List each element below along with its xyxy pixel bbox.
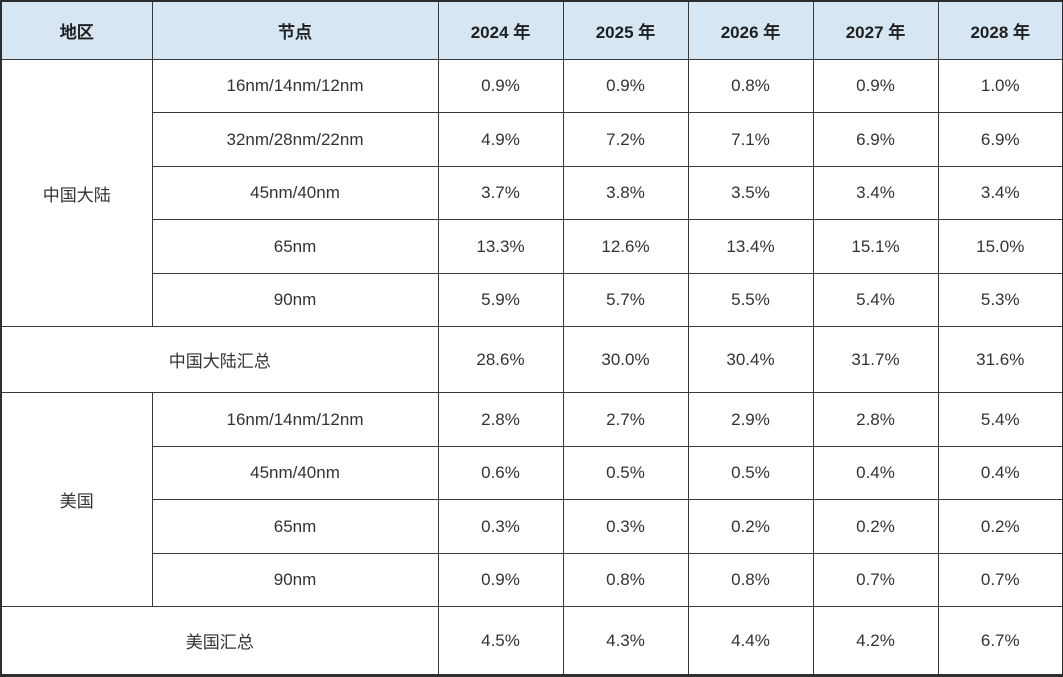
value-cell: 0.2% <box>937 499 1063 554</box>
node-cell: 32nm/28nm/22nm <box>151 112 439 167</box>
node-cell: 16nm/14nm/12nm <box>151 58 439 114</box>
value-cell: 0.5% <box>562 445 689 501</box>
node-cell: 45nm/40nm <box>151 445 439 501</box>
value-cell: 4.4% <box>687 606 814 676</box>
value-cell: 3.8% <box>562 165 689 221</box>
table-row: 90nm 0.9% 0.8% 0.8% 0.7% 0.7% <box>1 552 1063 608</box>
value-cell: 5.4% <box>812 272 939 328</box>
value-cell: 0.8% <box>687 552 814 608</box>
value-cell: 3.5% <box>687 165 814 221</box>
header-year-2025: 2025 年 <box>562 0 689 60</box>
value-cell: 0.2% <box>687 499 814 554</box>
value-cell: 0.9% <box>437 552 564 608</box>
value-cell: 6.9% <box>937 112 1063 167</box>
value-cell: 7.2% <box>562 112 689 167</box>
node-cell: 45nm/40nm <box>151 165 439 221</box>
value-cell: 0.2% <box>812 499 939 554</box>
value-cell: 4.3% <box>562 606 689 676</box>
value-cell: 30.0% <box>562 326 689 394</box>
node-cell: 65nm <box>151 219 439 274</box>
value-cell: 0.8% <box>562 552 689 608</box>
table-row: 中国大陆 16nm/14nm/12nm 0.9% 0.9% 0.8% 0.9% … <box>0 58 1063 328</box>
header-node: 节点 <box>151 0 439 60</box>
value-cell: 3.4% <box>812 165 939 221</box>
value-cell: 0.8% <box>687 58 814 114</box>
subtotal-label-usa: 美国汇总 <box>0 606 439 676</box>
value-cell: 0.9% <box>437 58 564 114</box>
value-cell: 7.1% <box>687 112 814 167</box>
header-year-2024: 2024 年 <box>437 0 564 60</box>
value-cell: 2.8% <box>437 392 564 447</box>
value-cell: 0.3% <box>437 499 564 554</box>
value-cell: 5.7% <box>562 272 689 328</box>
header-year-2028: 2028 年 <box>937 0 1063 60</box>
region-cell-china: 中国大陆 <box>0 58 153 328</box>
value-cell: 2.8% <box>812 392 939 447</box>
value-cell: 15.1% <box>812 219 939 274</box>
value-cell: 31.7% <box>812 326 939 394</box>
node-cell: 90nm <box>151 272 439 328</box>
header-region: 地区 <box>0 0 153 60</box>
value-cell: 0.5% <box>687 445 814 501</box>
subtotal-row-china: 中国大陆汇总 28.6% 30.0% 30.4% 31.7% 31.6% <box>0 326 1063 394</box>
value-cell: 12.6% <box>562 219 689 274</box>
value-cell: 13.4% <box>687 219 814 274</box>
value-cell: 30.4% <box>687 326 814 394</box>
value-cell: 0.4% <box>937 445 1063 501</box>
value-cell: 0.6% <box>437 445 564 501</box>
value-cell: 31.6% <box>937 326 1063 394</box>
table-header-row: 地区 节点 2024 年 2025 年 2026 年 2027 年 2028 年 <box>0 0 1063 60</box>
value-cell: 2.7% <box>562 392 689 447</box>
value-cell: 0.7% <box>812 552 939 608</box>
subtotal-label-china: 中国大陆汇总 <box>0 326 439 394</box>
value-cell: 5.5% <box>687 272 814 328</box>
table-row: 45nm/40nm 3.7% 3.8% 3.5% 3.4% 3.4% <box>1 165 1063 221</box>
value-cell: 3.4% <box>937 165 1063 221</box>
value-cell: 0.9% <box>812 58 939 114</box>
table-row: 65nm 0.3% 0.3% 0.2% 0.2% 0.2% <box>1 499 1063 554</box>
value-cell: 4.5% <box>437 606 564 676</box>
value-cell: 1.0% <box>937 58 1063 114</box>
value-cell: 5.3% <box>937 272 1063 328</box>
table-row: 32nm/28nm/22nm 4.9% 7.2% 7.1% 6.9% 6.9% <box>1 112 1063 167</box>
node-cell: 90nm <box>151 552 439 608</box>
node-cell: 16nm/14nm/12nm <box>151 392 439 447</box>
node-cell: 65nm <box>151 499 439 554</box>
header-year-2026: 2026 年 <box>687 0 814 60</box>
value-cell: 4.9% <box>437 112 564 167</box>
value-cell: 0.7% <box>937 552 1063 608</box>
table-row: 90nm 5.9% 5.7% 5.5% 5.4% 5.3% <box>1 272 1063 328</box>
value-cell: 2.9% <box>687 392 814 447</box>
value-cell: 0.4% <box>812 445 939 501</box>
value-cell: 6.7% <box>937 606 1063 676</box>
value-cell: 15.0% <box>937 219 1063 274</box>
value-cell: 13.3% <box>437 219 564 274</box>
value-cell: 0.3% <box>562 499 689 554</box>
value-cell: 5.4% <box>937 392 1063 447</box>
subtotal-row-usa: 美国汇总 4.5% 4.3% 4.4% 4.2% 6.7% <box>0 606 1063 676</box>
table-row: 美国 16nm/14nm/12nm 2.8% 2.7% 2.9% 2.8% 5.… <box>0 392 1063 608</box>
value-cell: 4.2% <box>812 606 939 676</box>
value-cell: 3.7% <box>437 165 564 221</box>
value-cell: 6.9% <box>812 112 939 167</box>
table-row: 65nm 13.3% 12.6% 13.4% 15.1% 15.0% <box>1 219 1063 274</box>
value-cell: 0.9% <box>562 58 689 114</box>
region-cell-usa: 美国 <box>0 392 153 608</box>
table-row: 45nm/40nm 0.6% 0.5% 0.5% 0.4% 0.4% <box>1 445 1063 501</box>
header-year-2027: 2027 年 <box>812 0 939 60</box>
value-cell: 5.9% <box>437 272 564 328</box>
value-cell: 28.6% <box>437 326 564 394</box>
